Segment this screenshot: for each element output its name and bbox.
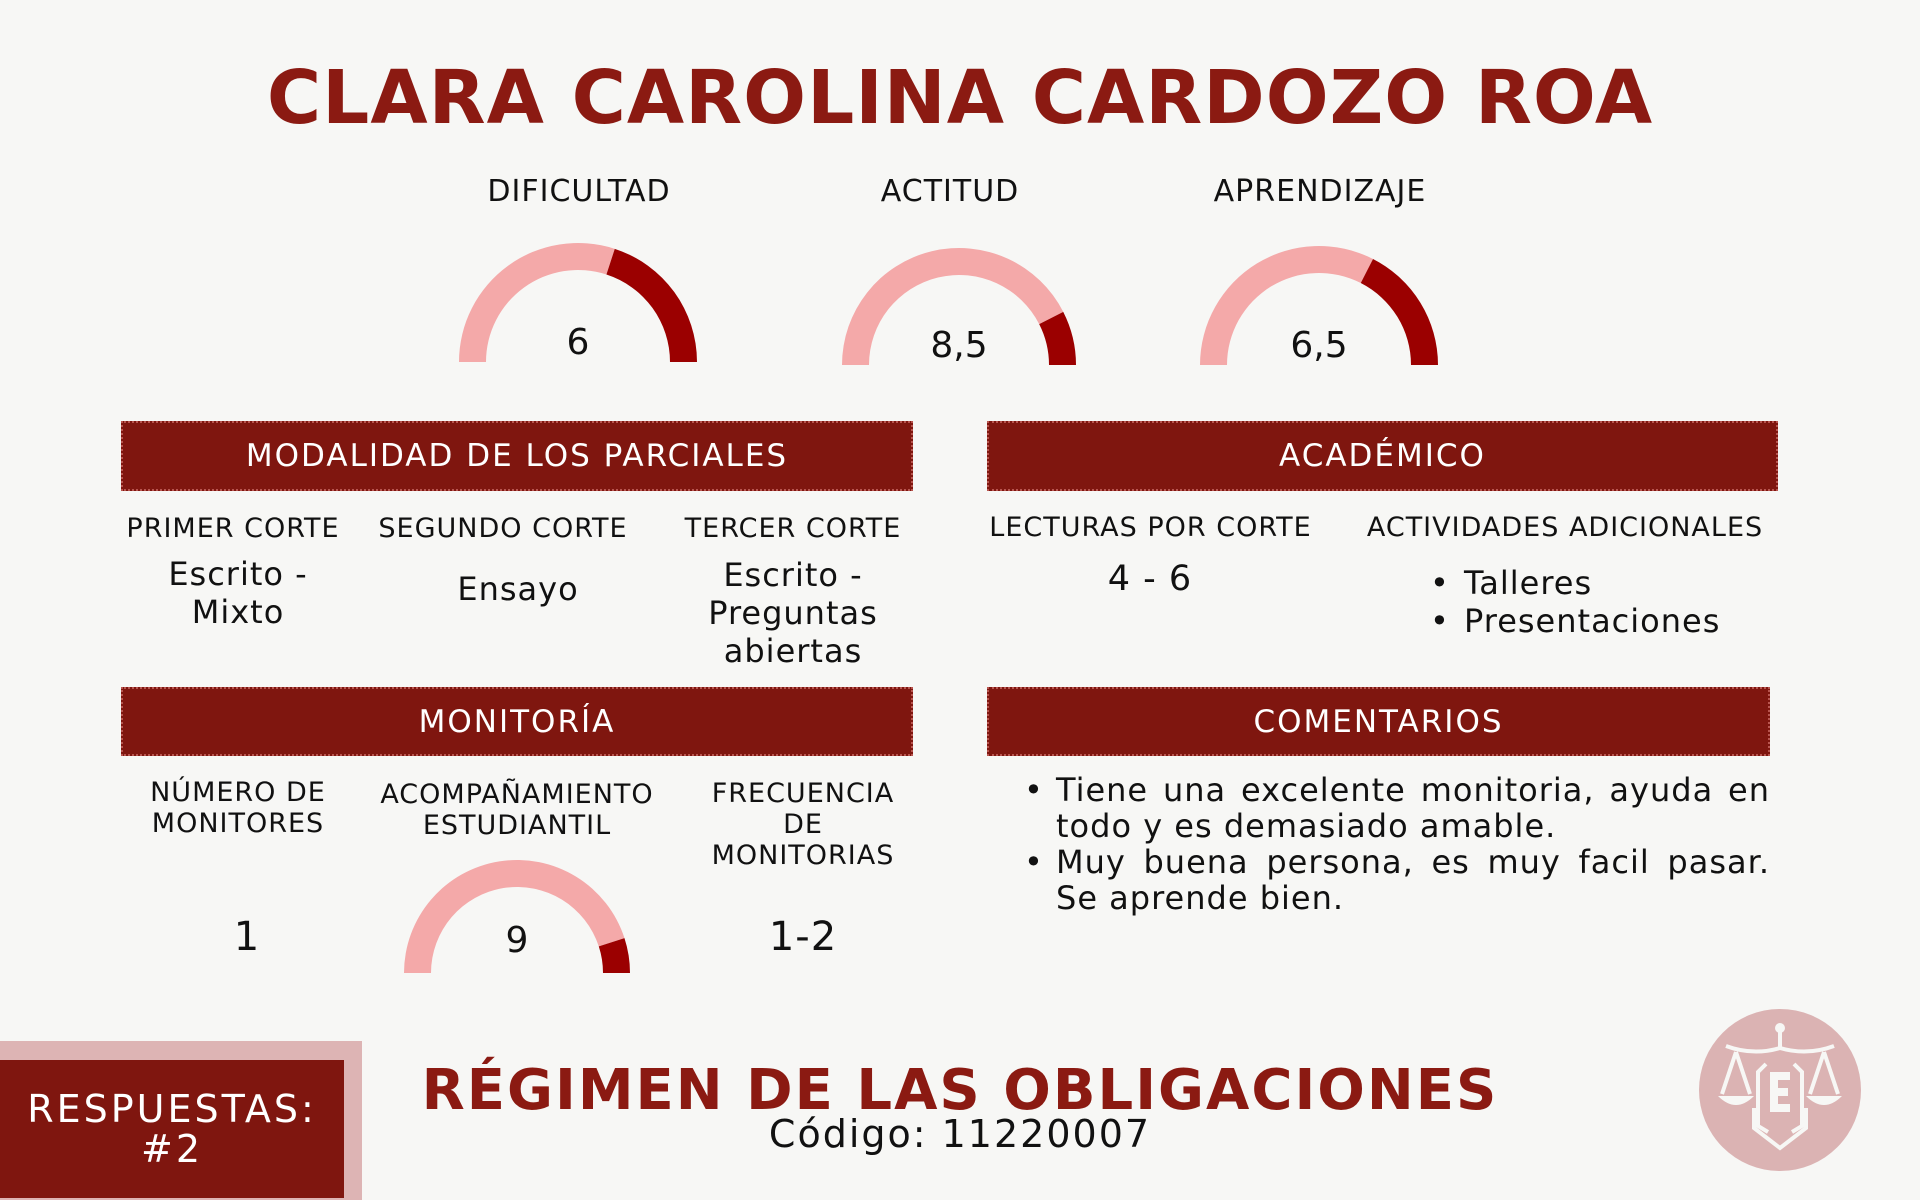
monitoria-header: MONITORÍA (121, 687, 913, 756)
frecuencia-label: FRECUENCIA DE MONITORIAS (711, 778, 895, 871)
primer-corte-label: PRIMER CORTE (126, 513, 340, 544)
frecuencia-value: 1-2 (768, 914, 838, 960)
acompanamiento-label: ACOMPAÑAMIENTO ESTUDIANTIL (380, 779, 654, 841)
gauge-fill (459, 243, 615, 362)
gauge-aprendizaje (1200, 246, 1438, 365)
gauge-label-actitud: ACTITUD (880, 174, 1020, 209)
numero-monitores-label: NÚMERO DE MONITORES (150, 777, 326, 839)
gauge-value-dificultad: 6 (566, 322, 590, 363)
gauge-fill (842, 247, 1064, 365)
actividad-item: Presentaciones (1430, 602, 1720, 640)
respuestas-box: RESPUESTAS: #2 (0, 1060, 344, 1198)
tercer-corte-label: TERCER CORTE (684, 513, 902, 544)
course-name: RÉGIMEN DE LAS OBLIGACIONES (421, 1058, 1499, 1123)
gauge-actitud (842, 247, 1076, 365)
actividad-item: Talleres (1430, 564, 1720, 602)
gauge-value-actitud: 8,5 (930, 325, 988, 366)
lecturas-value: 4 - 6 (1107, 559, 1193, 599)
gauge-label-dificultad: DIFICULTAD (487, 174, 671, 209)
gauge-value-aprendizaje: 6,5 (1290, 325, 1348, 366)
actividades-list: Talleres Presentaciones (1430, 564, 1720, 640)
gauge-value-acompanamiento: 9 (505, 920, 529, 961)
gauge-label-aprendizaje: APRENDIZAJE (1213, 174, 1427, 209)
segundo-corte-value: Ensayo (457, 570, 579, 608)
gauge-dificultad (459, 243, 697, 362)
comentario-item: Muy buena persona, es muy facil pasar. S… (1022, 844, 1770, 916)
course-code: Código: 11220007 (768, 1112, 1152, 1156)
lecturas-label: LECTURAS POR CORTE (989, 512, 1312, 543)
gauge-remainder (1360, 258, 1438, 365)
comentario-item: Tiene una excelente monitoria, ayuda en … (1022, 772, 1770, 844)
academico-header: ACADÉMICO (987, 421, 1778, 491)
tercer-corte-value: Escrito - Preguntas abiertas (708, 556, 878, 670)
gauge-remainder (606, 248, 697, 362)
comentarios-list: Tiene una excelente monitoria, ayuda en … (1022, 772, 1770, 916)
primer-corte-value: Escrito - Mixto (168, 555, 308, 631)
parciales-header: MODALIDAD DE LOS PARCIALES (121, 421, 913, 491)
actividades-label: ACTIVIDADES ADICIONALES (1366, 512, 1764, 543)
numero-monitores-value: 1 (233, 914, 261, 960)
scales-of-justice-shield-logo-icon (1699, 1009, 1861, 1171)
respuestas-label: RESPUESTAS: (27, 1087, 317, 1131)
gauge-remainder (1039, 311, 1076, 365)
respuestas-value: #2 (140, 1127, 204, 1171)
gauge-fill (404, 860, 625, 973)
gauge-fill (1200, 246, 1374, 365)
gauge-acompanamiento (404, 860, 630, 973)
professor-name: CLARA CAROLINA CARDOZO ROA (266, 55, 1654, 141)
comentarios-header: COMENTARIOS (987, 687, 1770, 756)
segundo-corte-label: SEGUNDO CORTE (378, 513, 628, 544)
gauge-remainder (598, 938, 630, 973)
